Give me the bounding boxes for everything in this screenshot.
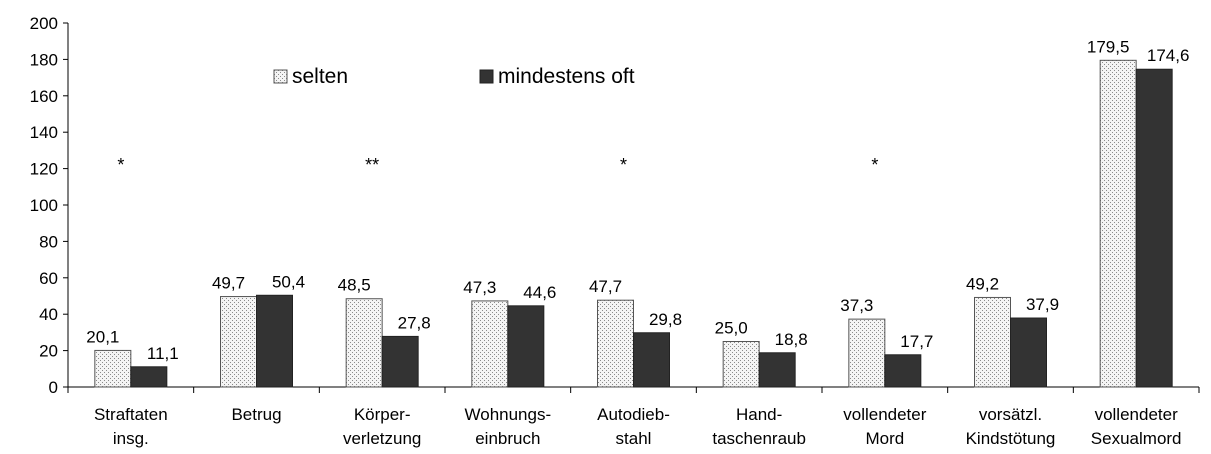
data-label: 37,9 <box>1026 295 1059 314</box>
data-label: 50,4 <box>272 272 305 291</box>
data-label: 48,5 <box>338 276 371 295</box>
y-tick-label: 200 <box>30 14 58 33</box>
legend-label-selten: selten <box>292 65 348 88</box>
x-tick-label: Hand- <box>736 405 782 424</box>
data-label: 29,8 <box>649 310 682 329</box>
x-tick-label: Kindstötung <box>966 429 1056 448</box>
x-tick-label: einbruch <box>475 429 540 448</box>
significance-markers: * ** * * <box>117 155 878 175</box>
bar-mindestens-oft <box>256 294 293 388</box>
bar-mindestens-oft <box>884 354 922 388</box>
legend-swatch-mindestens-oft <box>479 69 494 84</box>
data-labels: 20,1 11,1 49,7 50,4 48,5 27,8 47,3 44,6 47,7 29,8… <box>86 37 1189 362</box>
bar-mindestens-oft <box>1135 68 1173 388</box>
data-label: 179,5 <box>1087 37 1130 56</box>
bar-selten <box>345 298 383 388</box>
y-tick-label: 100 <box>30 196 58 215</box>
significance-marker: * <box>620 155 627 175</box>
bar-mindestens-oft <box>130 366 168 388</box>
significance-marker: * <box>871 155 878 175</box>
category-labels: Straftaten insg. Betrug Körper-verletzung Wo… <box>94 405 1182 448</box>
x-tick-label: Wohnungs- <box>465 405 552 424</box>
y-tick-label: 140 <box>30 123 58 142</box>
x-tick-label: stahl <box>616 429 652 448</box>
x-tick-label: Sexualmord <box>1091 429 1182 448</box>
bar-mindestens-oft <box>381 335 419 388</box>
x-tick-label: Betrug <box>231 405 281 424</box>
bar-selten <box>974 296 1011 388</box>
x-tick-label: Körper- <box>354 405 411 424</box>
x-tick-label: vollendeter <box>1095 405 1179 424</box>
x-tick-label: vollendeter <box>843 405 927 424</box>
bar-mindestens-oft <box>1010 317 1047 388</box>
x-tick-label: Straftaten <box>94 405 168 424</box>
data-label: 174,6 <box>1147 46 1190 65</box>
y-tick-label: 20 <box>39 342 58 361</box>
bar-selten <box>597 299 634 388</box>
y-tick-label: 40 <box>39 305 58 324</box>
bar-selten <box>848 318 886 388</box>
data-label: 25,0 <box>715 319 748 338</box>
y-tick-label: 120 <box>30 160 58 179</box>
x-tick-label: vorsätzl. <box>979 405 1042 424</box>
data-label: 18,8 <box>775 330 808 349</box>
bar-selten <box>220 296 257 388</box>
x-tick-label: verletzung <box>343 429 421 448</box>
y-tick-label: 180 <box>30 50 58 69</box>
significance-marker: ** <box>365 155 379 175</box>
data-label: 37,3 <box>840 296 873 315</box>
data-label: 17,7 <box>900 332 933 351</box>
data-label: 49,2 <box>966 274 999 293</box>
bars <box>94 59 1173 388</box>
y-tick-label: 80 <box>39 232 58 251</box>
x-tick-label: insg. <box>113 429 149 448</box>
legend-label-mindestens-oft: mindestens oft <box>498 65 635 88</box>
y-tick-label: 0 <box>49 378 58 397</box>
data-label: 11,1 <box>147 344 179 363</box>
bar-selten <box>1099 59 1137 388</box>
x-tick-label: taschenraub <box>712 429 806 448</box>
data-label: 27,8 <box>398 313 431 332</box>
y-tick-label: 60 <box>39 269 58 288</box>
bar-mindestens-oft <box>633 332 670 388</box>
data-label: 44,6 <box>523 283 556 302</box>
y-tick-label: 160 <box>30 87 58 106</box>
bar-selten <box>94 349 132 388</box>
data-label: 20,1 <box>86 327 119 346</box>
bar-mindestens-oft <box>758 352 796 388</box>
data-label: 49,7 <box>212 274 245 293</box>
legend-swatch-selten <box>273 69 288 84</box>
bar-selten <box>471 300 509 388</box>
x-tick-label: Mord <box>865 429 904 448</box>
legend: selten mindestens oft <box>273 65 635 88</box>
x-tick-label: Autodieb- <box>597 405 670 424</box>
significance-marker: * <box>117 155 124 175</box>
bar-selten <box>722 341 760 388</box>
bar-mindestens-oft <box>507 305 545 388</box>
data-label: 47,3 <box>463 278 496 297</box>
data-label: 47,7 <box>589 277 622 296</box>
